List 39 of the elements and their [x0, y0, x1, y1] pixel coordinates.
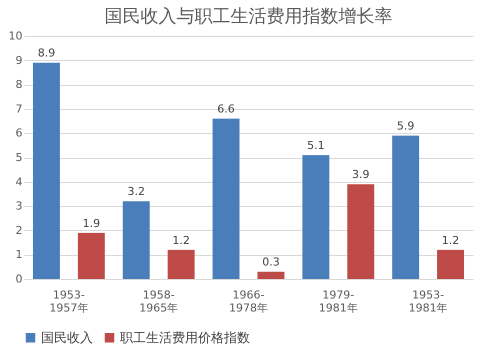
chart-title: 国民收入与职工生活费用指数增长率	[104, 6, 392, 27]
x-tick-label: 1958-1965年	[139, 288, 178, 314]
x-tick-label: 1979-1981年	[318, 288, 358, 314]
bar	[32, 62, 60, 279]
x-tick-label: 1953-1981年	[408, 288, 448, 314]
x-tick-label: 1966-1978年	[229, 288, 268, 314]
data-label: 8.9	[38, 46, 56, 60]
y-tick-label: 10	[8, 30, 22, 42]
bar	[437, 250, 464, 279]
y-tick-label: 2	[16, 224, 22, 237]
bar	[392, 136, 420, 279]
y-tick-label: 3	[16, 200, 22, 213]
data-label: 0.3	[262, 256, 280, 269]
y-tick-label: 7	[16, 102, 22, 116]
data-label: 3.9	[352, 168, 370, 182]
data-label: 6.6	[217, 102, 235, 116]
y-tick-label: 9	[16, 54, 22, 67]
y-tick-label: 0	[16, 272, 22, 286]
y-tick-label: 4	[16, 175, 22, 188]
bar	[302, 155, 330, 279]
data-label: 3.2	[128, 185, 145, 198]
legend-label: 职工生活费用价格指数	[120, 330, 250, 346]
data-label: 5.9	[396, 120, 414, 133]
bar	[78, 232, 105, 279]
legend-label: 国民收入	[41, 330, 93, 346]
y-tick-label: 8	[16, 78, 22, 92]
bar	[347, 184, 374, 279]
bar	[212, 118, 240, 279]
y-tick-label: 1	[16, 248, 22, 262]
data-label: 1.2	[442, 234, 460, 247]
y-tick-label: 6	[16, 126, 22, 140]
data-label: 1.2	[172, 234, 190, 247]
data-label: 1.9	[82, 216, 100, 230]
bar	[257, 272, 284, 279]
x-tick-label: 1953-1957年	[49, 288, 88, 314]
data-label: 5.1	[307, 139, 325, 152]
y-tick-label: 5	[16, 151, 22, 164]
bar	[168, 250, 195, 279]
bar	[122, 201, 150, 279]
